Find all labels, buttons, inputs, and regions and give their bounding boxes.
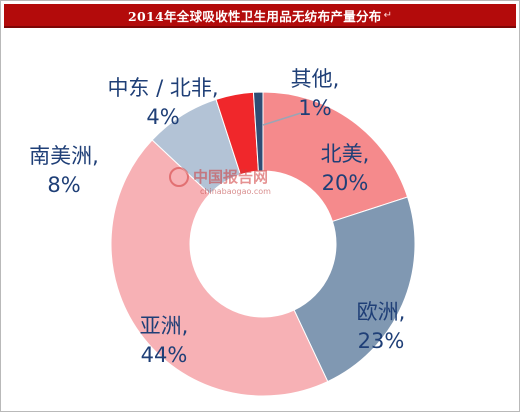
slice-value-5: 1% [298, 96, 331, 120]
slice-value-2: 44% [141, 343, 188, 367]
watermark-text: 中国报告网 [193, 168, 268, 186]
watermark: 中国报告网 chinabaogao.com [169, 167, 271, 196]
watermark-logo-icon [169, 167, 189, 187]
slice-label-2: 亚洲, [140, 314, 189, 338]
slice-value-1: 23% [358, 329, 405, 353]
watermark-url: chinabaogao.com [200, 187, 271, 196]
slice-0 [262, 91, 409, 223]
slice-label-1: 欧洲, [357, 300, 406, 324]
title-bar: 2014年全球吸收性卫生用品无纺布产量分布 ↵ [4, 4, 516, 28]
other-leader-line [262, 112, 302, 126]
slice-labels: 北美, 20% 欧洲, 23% 亚洲, 44% 南美洲, 8% 中东 / 北非, 4% 其他, 1% [29, 67, 405, 367]
slice-label-0: 北美, [321, 142, 370, 166]
slice-label-5: 其他, [291, 67, 340, 91]
slice-label-4: 中东 / 北非, [107, 76, 218, 100]
donut-slices [110, 91, 416, 397]
return-mark-icon: ↵ [383, 9, 392, 21]
slice-value-4: 4% [146, 105, 179, 129]
slice-label-3: 南美洲, [29, 144, 99, 168]
donut-chart: 北美,20%欧洲,23%亚洲,44%南美洲,8%中东 / 北非,4%其他,1% … [29, 67, 416, 397]
chart-title: 2014年全球吸收性卫生用品无纺布产量分布 [128, 8, 382, 24]
slice-1 [293, 196, 416, 383]
slice-value-0: 20% [322, 171, 369, 195]
slice-2 [110, 139, 329, 397]
slice-5 [252, 91, 264, 172]
slice-value-3: 8% [47, 173, 80, 197]
